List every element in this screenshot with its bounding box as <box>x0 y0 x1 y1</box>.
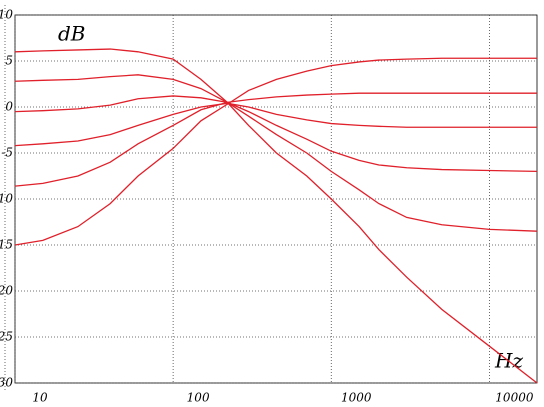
y-tick-label: -10 <box>0 192 13 206</box>
curve <box>14 102 537 147</box>
curve <box>14 57 537 246</box>
y-tick-label: -30 <box>0 376 13 390</box>
curve <box>14 92 537 187</box>
x-tick-label: 10000 <box>495 391 534 405</box>
x-tick-label: 10 <box>32 391 48 405</box>
y-tick-label: -5 <box>1 146 13 160</box>
y-tick-label: -15 <box>0 238 13 252</box>
curve <box>14 74 538 232</box>
y-tick-label: 0 <box>5 100 13 114</box>
x-tick-label: 1000 <box>341 391 372 405</box>
y-axis-label: dB <box>58 22 86 46</box>
y-tick-label: -25 <box>0 330 13 344</box>
y-tick-label: 5 <box>5 54 13 68</box>
x-tick-label: 100 <box>187 391 210 405</box>
y-tick-label: -20 <box>0 284 13 298</box>
curve <box>14 48 538 384</box>
y-tick-label: 10 <box>0 8 13 22</box>
curve <box>14 95 538 173</box>
